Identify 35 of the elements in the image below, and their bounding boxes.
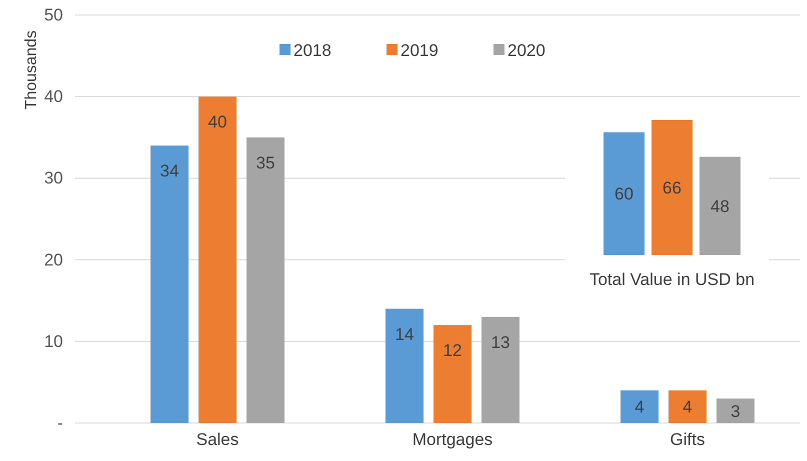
data-label: 4 bbox=[634, 398, 644, 417]
bar bbox=[716, 398, 754, 423]
bar bbox=[482, 316, 520, 423]
data-label: 14 bbox=[395, 324, 414, 344]
bar bbox=[246, 137, 284, 423]
x-tick-label: Gifts bbox=[670, 430, 705, 450]
data-label: 34 bbox=[160, 162, 179, 181]
y-tick-label: 40 bbox=[44, 87, 63, 106]
x-tick-label: Sales bbox=[196, 430, 239, 450]
legend-label: 2018 bbox=[294, 41, 332, 60]
data-label: 13 bbox=[491, 332, 510, 352]
data-label: 4 bbox=[682, 398, 692, 417]
bar bbox=[620, 390, 658, 423]
data-label: 48 bbox=[710, 196, 730, 216]
bar bbox=[386, 308, 424, 423]
legend-label: 2020 bbox=[508, 41, 546, 60]
y-tick-label: - bbox=[57, 413, 63, 432]
bar bbox=[150, 146, 188, 423]
data-label: 40 bbox=[208, 112, 227, 132]
bar bbox=[668, 390, 706, 423]
y-tick-label: 30 bbox=[44, 168, 63, 188]
bar bbox=[434, 325, 472, 423]
data-label: 66 bbox=[662, 178, 682, 198]
data-label: 35 bbox=[256, 153, 275, 172]
text: Total Value in USD bn bbox=[589, 270, 755, 289]
y-tick-label: 20 bbox=[44, 250, 63, 270]
data-label: 60 bbox=[614, 184, 634, 204]
data-label: 12 bbox=[443, 341, 462, 360]
y-axis-title: Thousands bbox=[23, 30, 40, 110]
x-tick-label: Mortgages bbox=[412, 430, 493, 450]
data-label: 3 bbox=[730, 402, 740, 421]
bar bbox=[198, 96, 236, 423]
y-tick-label: 50 bbox=[44, 5, 63, 24]
y-tick-label: 10 bbox=[44, 332, 63, 351]
legend-label: 2019 bbox=[400, 41, 438, 60]
